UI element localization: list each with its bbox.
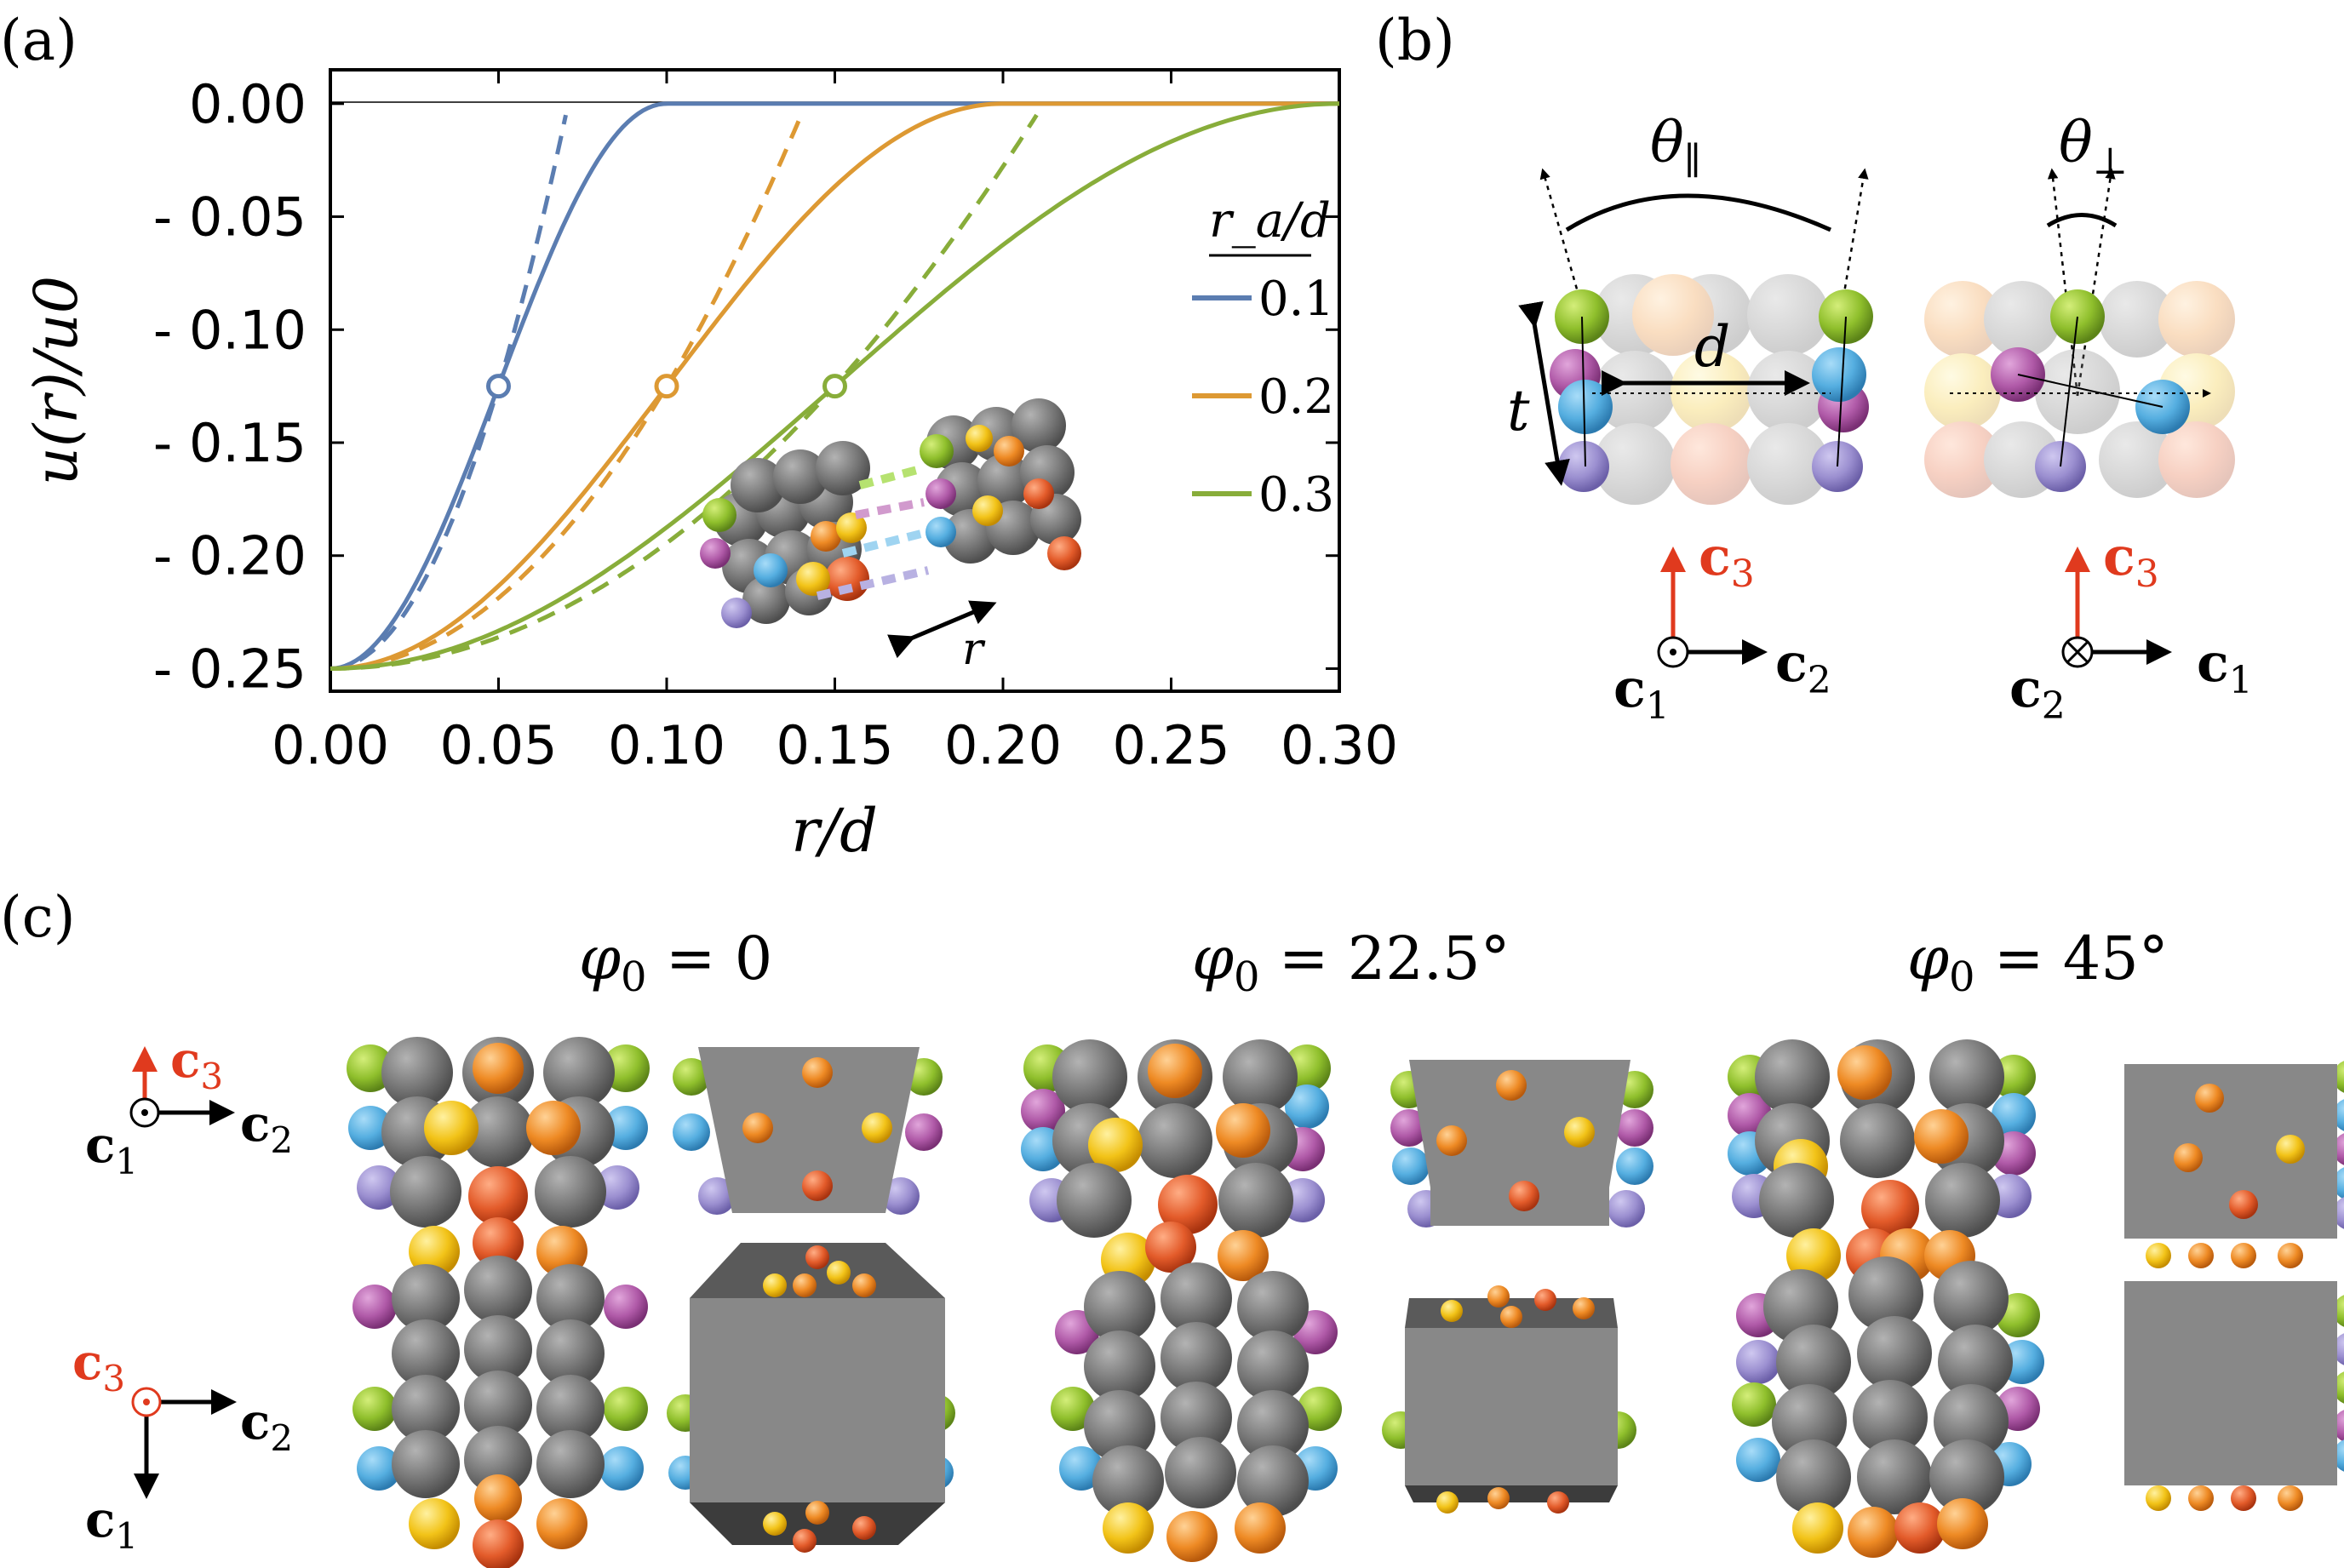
cluster-top-phi0 <box>347 1037 650 1228</box>
panel-b: θ∥ d t <box>1507 110 2253 728</box>
panel-label-a: (a) <box>0 8 77 73</box>
x-tick-label: 0.15 <box>776 714 893 776</box>
svg-text:c3: c3 <box>72 1333 125 1399</box>
svg-text:c2: c2 <box>1775 632 1831 702</box>
t-arrow <box>1518 300 1570 486</box>
svg-text:c2: c2 <box>240 1393 293 1459</box>
d-label: d <box>1694 314 1730 380</box>
theta-par-arc <box>1565 193 1832 232</box>
svg-text:c3: c3 <box>1699 525 1755 596</box>
legend-entry-0.2: 0.2 <box>1258 369 1334 425</box>
y-tick-label: - 0.20 <box>153 525 307 587</box>
cube-bottom-phi45 <box>2124 1243 2344 1511</box>
t-label: t <box>1507 378 1530 444</box>
y-tick-label: - 0.15 <box>153 412 307 474</box>
y-tick-label: 0.00 <box>189 73 307 135</box>
inset-distance-label: r <box>962 624 986 675</box>
y-tick-label: - 0.05 <box>153 186 307 249</box>
x-tick-label: 0.30 <box>1281 714 1398 776</box>
chart-panel-a: 0.00 0.05 0.10 0.15 0.20 0.25 0.30 0.00 - 0.05 -… <box>21 68 1398 866</box>
phi-label-3: φ0 = 45° <box>1907 924 2169 1001</box>
cube-top-phi0 <box>673 1047 943 1215</box>
svg-text:c2: c2 <box>2009 657 2066 728</box>
svg-text:c3: c3 <box>2103 525 2159 596</box>
svg-text:c1: c1 <box>1613 657 1670 728</box>
panel-b-axes-right: c3 c1 c2 <box>2009 525 2253 728</box>
panel-c-axes-bottom: c3 c2 c1 <box>72 1333 293 1557</box>
y-axis-label: u(r)/u0 <box>21 276 91 485</box>
cluster-bottom-phi0 <box>352 1217 648 1568</box>
theta-perp-arc <box>2046 213 2118 228</box>
x-tick-label: 0.20 <box>944 714 1062 776</box>
panel-c-axes-top: c3 c2 c1 <box>85 1031 293 1182</box>
svg-text:c1: c1 <box>2197 632 2253 702</box>
panel-label-c: (c) <box>0 884 75 950</box>
cluster-bottom-phi225 <box>1051 1222 1342 1562</box>
theta-perp-label: θ⊥ <box>2059 110 2128 183</box>
inset-distance-arrow <box>887 600 997 659</box>
legend-title: r_a/d <box>1209 193 1331 249</box>
phi-label-1: φ0 = 0 <box>579 924 772 1001</box>
x-tick-label: 0.00 <box>272 714 389 776</box>
series-marker-0.2 <box>654 374 679 399</box>
legend-entry-0.3: 0.3 <box>1258 467 1334 523</box>
legend-entry-0.1: 0.1 <box>1258 272 1334 327</box>
x-tick-label: 0.05 <box>439 714 557 776</box>
legend: r_a/d 0.1 0.2 0.3 <box>1192 193 1334 523</box>
series-marker-0.1 <box>486 374 511 399</box>
cube-top-phi225 <box>1390 1060 1653 1228</box>
series-dashed-0.3 <box>330 113 1039 671</box>
inset-cube-right <box>920 398 1081 570</box>
panel-b-axes-left: c3 c2 c1 <box>1613 525 1831 728</box>
cluster-bottom-phi45 <box>1732 1228 2044 1558</box>
cube-bottom-phi225 <box>1382 1285 1636 1514</box>
svg-text:c2: c2 <box>240 1095 293 1161</box>
y-tick-label: - 0.10 <box>153 299 307 361</box>
x-axis-label: r/d <box>791 796 878 866</box>
panel-b-front-view: θ⊥ <box>1924 110 2235 498</box>
x-tick-label: 0.25 <box>1112 714 1229 776</box>
inset-cube-left <box>700 441 870 628</box>
cube-bottom-phi0 <box>667 1243 955 1553</box>
panel-label-b: (b) <box>1375 8 1455 73</box>
cube-top-phi45 <box>2124 1061 2344 1239</box>
panel-c: φ0 = 0 φ0 = 22.5° φ0 = 45° c3 c2 c1 c3 c… <box>72 924 2344 1568</box>
theta-par-label: θ∥ <box>1650 110 1701 183</box>
cluster-top-phi225 <box>1021 1039 1331 1238</box>
series-dashed-0.2 <box>330 114 804 671</box>
cluster-top-phi45 <box>1728 1039 2036 1238</box>
panel-b-side-view: θ∥ d t <box>1507 110 1873 505</box>
phi-label-2: φ0 = 22.5° <box>1192 924 1510 1001</box>
series-marker-0.3 <box>822 374 847 399</box>
series-line-0.2 <box>330 101 1339 671</box>
inset-two-cubes: r <box>700 398 1081 675</box>
x-tick-label: 0.10 <box>608 714 725 776</box>
y-tick-label: - 0.25 <box>153 638 307 700</box>
series-dashed-0.1 <box>330 114 568 671</box>
svg-text:c1: c1 <box>85 1491 138 1557</box>
svg-text:c1: c1 <box>85 1116 138 1182</box>
svg-text:c3: c3 <box>170 1031 223 1097</box>
